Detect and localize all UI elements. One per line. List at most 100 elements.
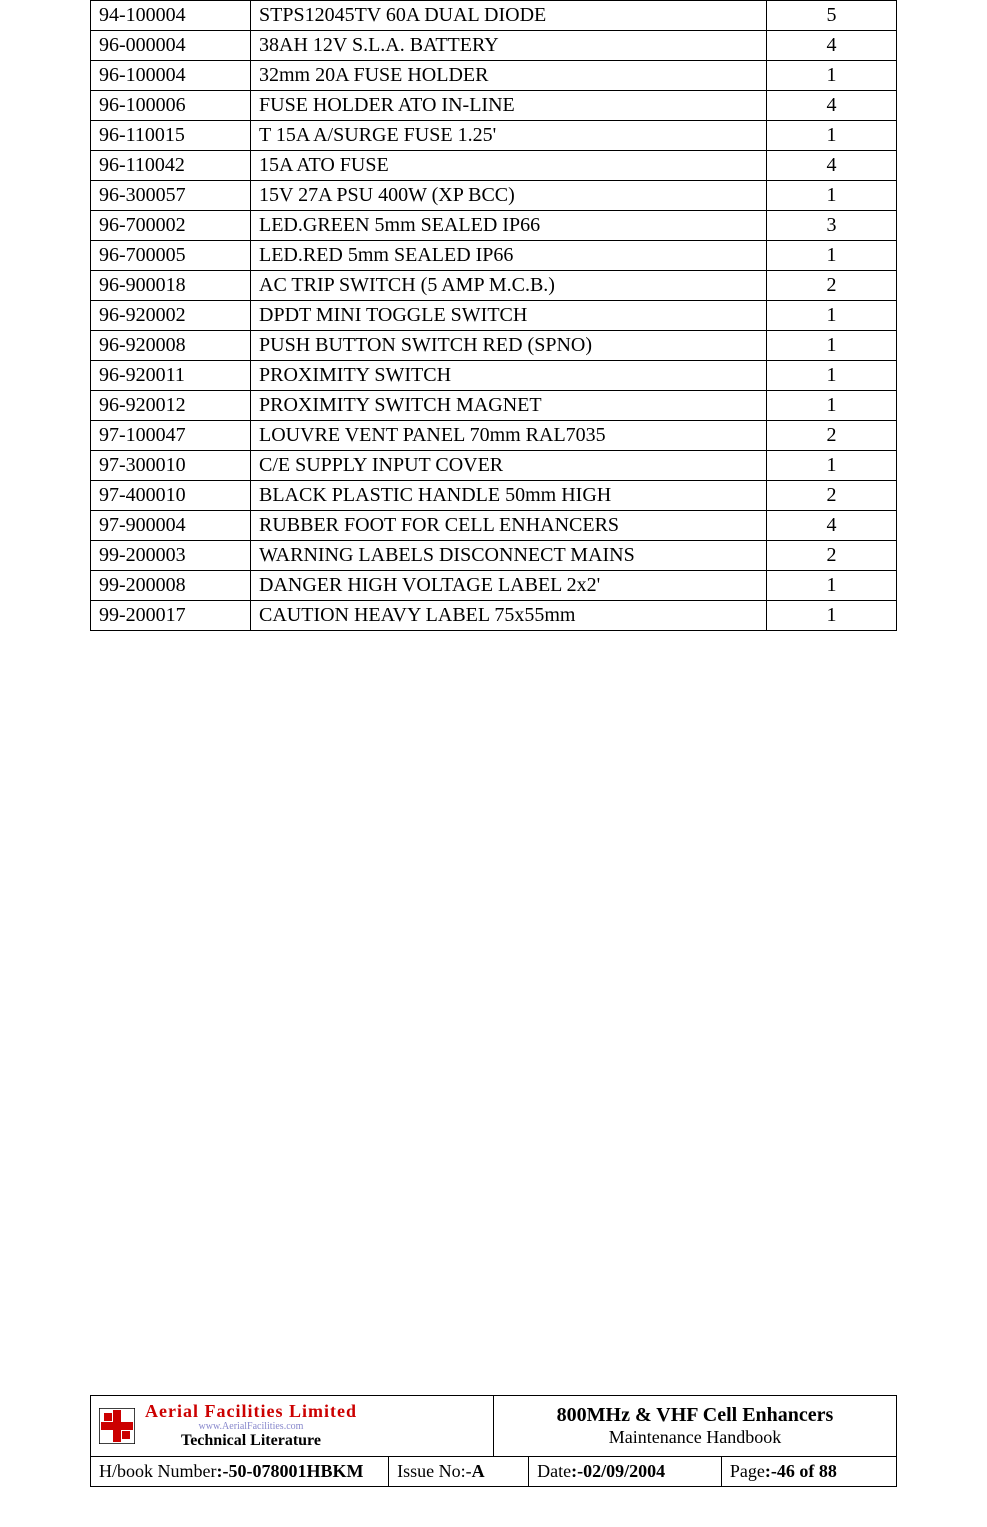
table-row: 96-900018AC TRIP SWITCH (5 AMP M.C.B.)2	[91, 271, 897, 301]
table-row: 96-920011PROXIMITY SWITCH1	[91, 361, 897, 391]
table-row: 96-00000438AH 12V S.L.A. BATTERY4	[91, 31, 897, 61]
part-number-cell: 99-200008	[91, 571, 251, 601]
part-number-cell: 99-200017	[91, 601, 251, 631]
quantity-cell: 1	[767, 571, 897, 601]
description-cell: FUSE HOLDER ATO IN-LINE	[251, 91, 767, 121]
quantity-cell: 4	[767, 91, 897, 121]
part-number-cell: 97-400010	[91, 481, 251, 511]
table-row: 96-920008PUSH BUTTON SWITCH RED (SPNO)1	[91, 331, 897, 361]
description-cell: PROXIMITY SWITCH	[251, 361, 767, 391]
part-number-cell: 96-110042	[91, 151, 251, 181]
part-number-cell: 96-700005	[91, 241, 251, 271]
table-row: 96-10000432mm 20A FUSE HOLDER1	[91, 61, 897, 91]
part-number-cell: 96-300057	[91, 181, 251, 211]
company-sub: Technical Literature	[181, 1432, 321, 1450]
part-number-cell: 96-920011	[91, 361, 251, 391]
quantity-cell: 2	[767, 271, 897, 301]
hbook-label: H/book Number	[99, 1461, 216, 1481]
quantity-cell: 1	[767, 601, 897, 631]
part-number-cell: 96-000004	[91, 31, 251, 61]
logo-text-block: Aerial Facilities Limited www.AerialFaci…	[145, 1402, 357, 1450]
description-cell: WARNING LABELS DISCONNECT MAINS	[251, 541, 767, 571]
footer-bottom-row: H/book Number:-50-078001HBKM Issue No:-A…	[90, 1457, 897, 1487]
quantity-cell: 1	[767, 451, 897, 481]
quantity-cell: 1	[767, 361, 897, 391]
quantity-cell: 2	[767, 481, 897, 511]
part-number-cell: 96-900018	[91, 271, 251, 301]
quantity-cell: 4	[767, 151, 897, 181]
table-row: 97-400010BLACK PLASTIC HANDLE 50mm HIGH2	[91, 481, 897, 511]
description-cell: PROXIMITY SWITCH MAGNET	[251, 391, 767, 421]
part-number-cell: 96-100004	[91, 61, 251, 91]
table-row: 99-200017CAUTION HEAVY LABEL 75x55mm1	[91, 601, 897, 631]
quantity-cell: 5	[767, 1, 897, 31]
table-row: 96-110015T 15A A/SURGE FUSE 1.25'1	[91, 121, 897, 151]
page-value: :-46 of 88	[765, 1461, 837, 1481]
description-cell: 38AH 12V S.L.A. BATTERY	[251, 31, 767, 61]
description-cell: C/E SUPPLY INPUT COVER	[251, 451, 767, 481]
description-cell: 15V 27A PSU 400W (XP BCC)	[251, 181, 767, 211]
doc-title: 800MHz & VHF Cell Enhancers	[502, 1404, 888, 1427]
quantity-cell: 1	[767, 181, 897, 211]
table-row: 96-11004215A ATO FUSE4	[91, 151, 897, 181]
date-value: :-02/09/2004	[571, 1461, 665, 1481]
part-number-cell: 97-100047	[91, 421, 251, 451]
hbook-value: :-50-078001HBKM	[216, 1461, 363, 1481]
description-cell: CAUTION HEAVY LABEL 75x55mm	[251, 601, 767, 631]
footer-title-cell: 800MHz & VHF Cell Enhancers Maintenance …	[494, 1396, 896, 1456]
quantity-cell: 1	[767, 61, 897, 91]
company-url: www.AerialFacilities.com	[199, 1421, 304, 1432]
company-logo-icon	[99, 1408, 135, 1444]
table-row: 96-700002LED.GREEN 5mm SEALED IP663	[91, 211, 897, 241]
issue-label: Issue No:-	[397, 1461, 472, 1481]
table-row: 96-920002DPDT MINI TOGGLE SWITCH1	[91, 301, 897, 331]
quantity-cell: 4	[767, 31, 897, 61]
footer-top-row: Aerial Facilities Limited www.AerialFaci…	[90, 1395, 897, 1457]
description-cell: PUSH BUTTON SWITCH RED (SPNO)	[251, 331, 767, 361]
date-label: Date	[537, 1461, 571, 1481]
description-cell: AC TRIP SWITCH (5 AMP M.C.B.)	[251, 271, 767, 301]
table-row: 96-920012PROXIMITY SWITCH MAGNET1	[91, 391, 897, 421]
quantity-cell: 3	[767, 211, 897, 241]
description-cell: LED.RED 5mm SEALED IP66	[251, 241, 767, 271]
part-number-cell: 99-200003	[91, 541, 251, 571]
table-row: 97-100047LOUVRE VENT PANEL 70mm RAL70352	[91, 421, 897, 451]
table-row: 94-100004STPS12045TV 60A DUAL DIODE5	[91, 1, 897, 31]
description-cell: STPS12045TV 60A DUAL DIODE	[251, 1, 767, 31]
description-cell: T 15A A/SURGE FUSE 1.25'	[251, 121, 767, 151]
part-number-cell: 96-700002	[91, 211, 251, 241]
page-label: Page	[730, 1461, 765, 1481]
quantity-cell: 1	[767, 331, 897, 361]
part-number-cell: 96-920008	[91, 331, 251, 361]
part-number-cell: 97-900004	[91, 511, 251, 541]
description-cell: LOUVRE VENT PANEL 70mm RAL7035	[251, 421, 767, 451]
quantity-cell: 1	[767, 121, 897, 151]
page-cell: Page:-46 of 88	[722, 1457, 896, 1486]
issue-cell: Issue No:-A	[389, 1457, 529, 1486]
description-cell: DPDT MINI TOGGLE SWITCH	[251, 301, 767, 331]
hbook-cell: H/book Number:-50-078001HBKM	[91, 1457, 389, 1486]
part-number-cell: 96-110015	[91, 121, 251, 151]
quantity-cell: 1	[767, 241, 897, 271]
company-name: Aerial Facilities Limited	[145, 1402, 357, 1422]
part-number-cell: 96-100006	[91, 91, 251, 121]
table-row: 96-30005715V 27A PSU 400W (XP BCC)1	[91, 181, 897, 211]
part-number-cell: 97-300010	[91, 451, 251, 481]
part-number-cell: 96-920002	[91, 301, 251, 331]
description-cell: BLACK PLASTIC HANDLE 50mm HIGH	[251, 481, 767, 511]
table-row: 99-200003WARNING LABELS DISCONNECT MAINS…	[91, 541, 897, 571]
quantity-cell: 2	[767, 541, 897, 571]
footer-logo-cell: Aerial Facilities Limited www.AerialFaci…	[91, 1396, 494, 1456]
page-footer: Aerial Facilities Limited www.AerialFaci…	[90, 1395, 897, 1487]
description-cell: 32mm 20A FUSE HOLDER	[251, 61, 767, 91]
table-row: 96-700005LED.RED 5mm SEALED IP661	[91, 241, 897, 271]
table-row: 96-100006FUSE HOLDER ATO IN-LINE4	[91, 91, 897, 121]
description-cell: LED.GREEN 5mm SEALED IP66	[251, 211, 767, 241]
quantity-cell: 2	[767, 421, 897, 451]
description-cell: RUBBER FOOT FOR CELL ENHANCERS	[251, 511, 767, 541]
part-number-cell: 96-920012	[91, 391, 251, 421]
parts-table: 94-100004STPS12045TV 60A DUAL DIODE596-0…	[90, 0, 897, 631]
quantity-cell: 1	[767, 391, 897, 421]
table-row: 97-900004RUBBER FOOT FOR CELL ENHANCERS4	[91, 511, 897, 541]
description-cell: 15A ATO FUSE	[251, 151, 767, 181]
